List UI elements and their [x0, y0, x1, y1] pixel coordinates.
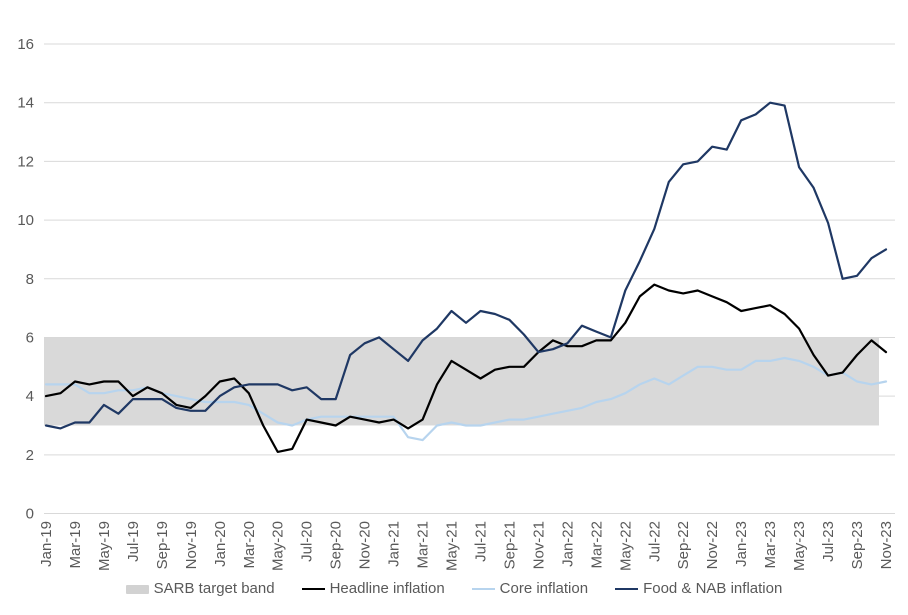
- x-axis-tick-label: Sep-19: [154, 521, 171, 569]
- legend-item-headline-inflation: Headline inflation: [301, 578, 445, 600]
- y-axis-tick-label: 6: [26, 329, 34, 346]
- x-axis-tick-label: Jan-20: [212, 521, 229, 567]
- x-axis-tick-label: Nov-23: [878, 521, 895, 569]
- y-axis-tick-label: 16: [17, 36, 34, 53]
- series-line-food-nab-inflation: [44, 101, 888, 430]
- y-axis-tick-label: 2: [26, 447, 34, 464]
- y-axis-tick-label: 8: [26, 271, 34, 288]
- x-axis-tick-label: Sep-22: [675, 521, 692, 569]
- x-axis-tick-label: May-21: [444, 521, 461, 571]
- legend-item-food-nab-inflation: Food & NAB inflation: [615, 578, 782, 600]
- legend-label: Food & NAB inflation: [643, 580, 783, 597]
- x-axis-tick-label: Jul-22: [646, 521, 663, 562]
- line-swatch-icon: [615, 587, 639, 591]
- band-swatch-icon: [125, 584, 149, 594]
- x-axis-tick-label: May-19: [96, 521, 113, 571]
- x-axis-tick-label: Jan-21: [386, 521, 403, 567]
- x-axis-tick-label: Mar-19: [67, 521, 84, 569]
- x-axis-tick-label: Sep-20: [328, 521, 345, 569]
- x-axis-tick-label: Nov-21: [530, 521, 547, 569]
- x-axis-tick-label: Sep-21: [501, 521, 518, 569]
- x-axis-tick-label: Mar-21: [415, 521, 432, 569]
- x-axis-tick-label: Jul-23: [820, 521, 837, 562]
- y-axis-tick-label: 0: [26, 506, 34, 523]
- x-axis-tick-label: Mar-20: [241, 521, 258, 569]
- line-swatch-icon: [471, 587, 495, 591]
- legend-label: SARB target band: [153, 580, 275, 597]
- line-swatch-icon: [301, 587, 325, 591]
- x-axis-tick-label: May-22: [617, 521, 634, 571]
- x-axis-tick-label: Nov-20: [357, 521, 374, 569]
- x-axis-tick-label: Sep-23: [849, 521, 866, 569]
- legend-label: Core inflation: [499, 580, 589, 597]
- x-axis-tick-label: Mar-22: [588, 521, 605, 569]
- series-line-headline-inflation: [44, 283, 888, 453]
- legend-item-core-inflation: Core inflation: [471, 578, 589, 600]
- x-axis-tick-label: Jan-19: [38, 521, 55, 567]
- x-axis-tick-label: Nov-22: [704, 521, 721, 569]
- x-axis-tick-label: May-20: [270, 521, 287, 571]
- y-axis-tick-label: 10: [17, 212, 34, 229]
- x-axis-tick-label: Mar-23: [762, 521, 779, 569]
- y-axis-tick-label: 12: [17, 153, 34, 170]
- x-axis-tick-label: Jul-21: [472, 521, 489, 562]
- legend-label: Headline inflation: [329, 580, 445, 597]
- x-axis-tick-label: Jul-20: [299, 521, 316, 562]
- x-axis-tick-label: Jan-22: [559, 521, 576, 567]
- y-axis-tick-label: 14: [17, 95, 34, 112]
- legend-item-sarb-target-band: SARB target band: [125, 578, 275, 600]
- x-axis-tick-label: Jan-23: [733, 521, 750, 567]
- x-axis-tick-label: May-23: [791, 521, 808, 571]
- x-axis-tick-label: Jul-19: [125, 521, 142, 562]
- sarb-target-band: [44, 337, 879, 426]
- y-axis-tick-label: 4: [26, 388, 34, 405]
- series-line-core-inflation: [44, 356, 888, 442]
- chart-legend: SARB target band Headline inflation Core…: [0, 578, 908, 600]
- x-axis-tick-label: Nov-19: [183, 521, 200, 569]
